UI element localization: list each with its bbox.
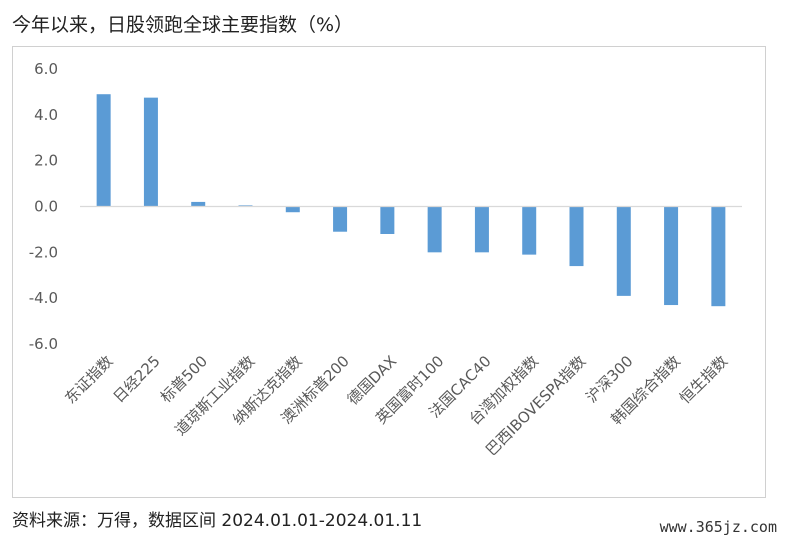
bar-chart: 6.04.02.00.0-2.0-4.0-6.0东证指数日经225标普500道琼…: [29, 60, 742, 459]
y-tick-label: 0.0: [34, 198, 58, 216]
chart-title: 今年以来，日股领跑全球主要指数（%）: [12, 14, 354, 36]
chart-frame: [12, 46, 766, 498]
y-tick-label: 6.0: [34, 60, 58, 78]
y-tick-label: -6.0: [29, 335, 58, 353]
x-tick-label: 恒生指数: [676, 352, 731, 407]
bar: [380, 206, 395, 234]
bar: [569, 206, 584, 267]
y-tick-label: 4.0: [34, 106, 58, 124]
bar: [333, 206, 348, 232]
bar: [427, 206, 442, 253]
y-tick-label: -4.0: [29, 289, 58, 307]
bar: [664, 206, 679, 306]
bar: [191, 201, 206, 207]
bar: [285, 206, 300, 213]
x-tick-label: 日经225: [110, 352, 164, 406]
bar: [474, 206, 489, 253]
x-tick-label: 东证指数: [61, 352, 116, 407]
y-tick-label: 2.0: [34, 152, 58, 170]
y-tick-label: -2.0: [29, 243, 58, 261]
bar: [711, 206, 726, 307]
bar: [96, 94, 111, 207]
source-note: 资料来源：万得，数据区间 2024.01.01-2024.01.11: [12, 511, 423, 531]
bar: [143, 97, 158, 207]
bar: [616, 206, 631, 296]
watermark: www.365jz.com: [656, 518, 780, 536]
bar: [522, 206, 537, 255]
